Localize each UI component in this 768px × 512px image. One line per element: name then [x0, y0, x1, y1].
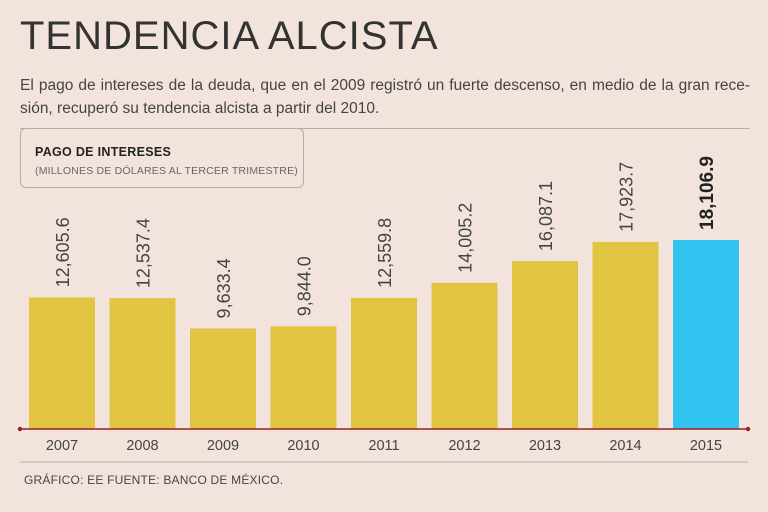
x-tick-2014: 2014 [609, 438, 641, 454]
data-label-2011: 12,559.8 [375, 218, 395, 288]
axis-end-dot-right [745, 426, 751, 432]
bar-2013 [512, 261, 578, 429]
bar-2008 [109, 298, 176, 429]
data-label-2015: 18,106.9 [697, 156, 718, 230]
x-tick-2012: 2012 [448, 438, 480, 454]
x-tick-2009: 2009 [207, 438, 239, 454]
x-tick-2008: 2008 [126, 438, 158, 454]
data-label-2013: 16,087.1 [536, 181, 556, 251]
data-label-2014: 17,923.7 [617, 162, 637, 232]
data-label-2008: 12,537.4 [134, 218, 154, 288]
chart-title: TENDENCIA ALCISTA [20, 14, 439, 58]
x-tick-2010: 2010 [287, 438, 319, 454]
bar-2010 [270, 326, 337, 429]
bar-2015 [673, 240, 739, 429]
bar-2007 [29, 297, 95, 429]
legend-title: PAGO DE INTERESES [35, 145, 172, 159]
bar-2014 [592, 241, 659, 429]
source-note: GRÁFICO: EE FUENTE: BANCO DE MÉXICO. [24, 473, 284, 487]
axis-end-dot-left [17, 426, 23, 432]
x-tick-2015: 2015 [690, 438, 722, 454]
bar-2009 [190, 328, 256, 429]
bar-2012 [431, 282, 498, 429]
data-label-2010: 9,844.0 [295, 256, 315, 316]
x-tick-2007: 2007 [46, 438, 78, 454]
data-label-2007: 12,605.6 [53, 217, 73, 287]
x-tick-2011: 2011 [368, 438, 399, 454]
panel-border [20, 128, 750, 129]
data-label-2012: 14,005.2 [456, 203, 476, 273]
legend-box: PAGO DE INTERESES (MILLONES DE DÓLARES A… [20, 128, 304, 188]
x-tick-2013: 2013 [529, 438, 561, 454]
data-label-2009: 9,633.4 [214, 258, 234, 318]
legend-subtitle: (MILLONES DE DÓLARES AL TERCER TRIMESTRE… [35, 165, 298, 177]
bar-2011 [351, 297, 417, 429]
chart-subtitle: El pago de intereses de la deuda, que en… [20, 77, 750, 117]
